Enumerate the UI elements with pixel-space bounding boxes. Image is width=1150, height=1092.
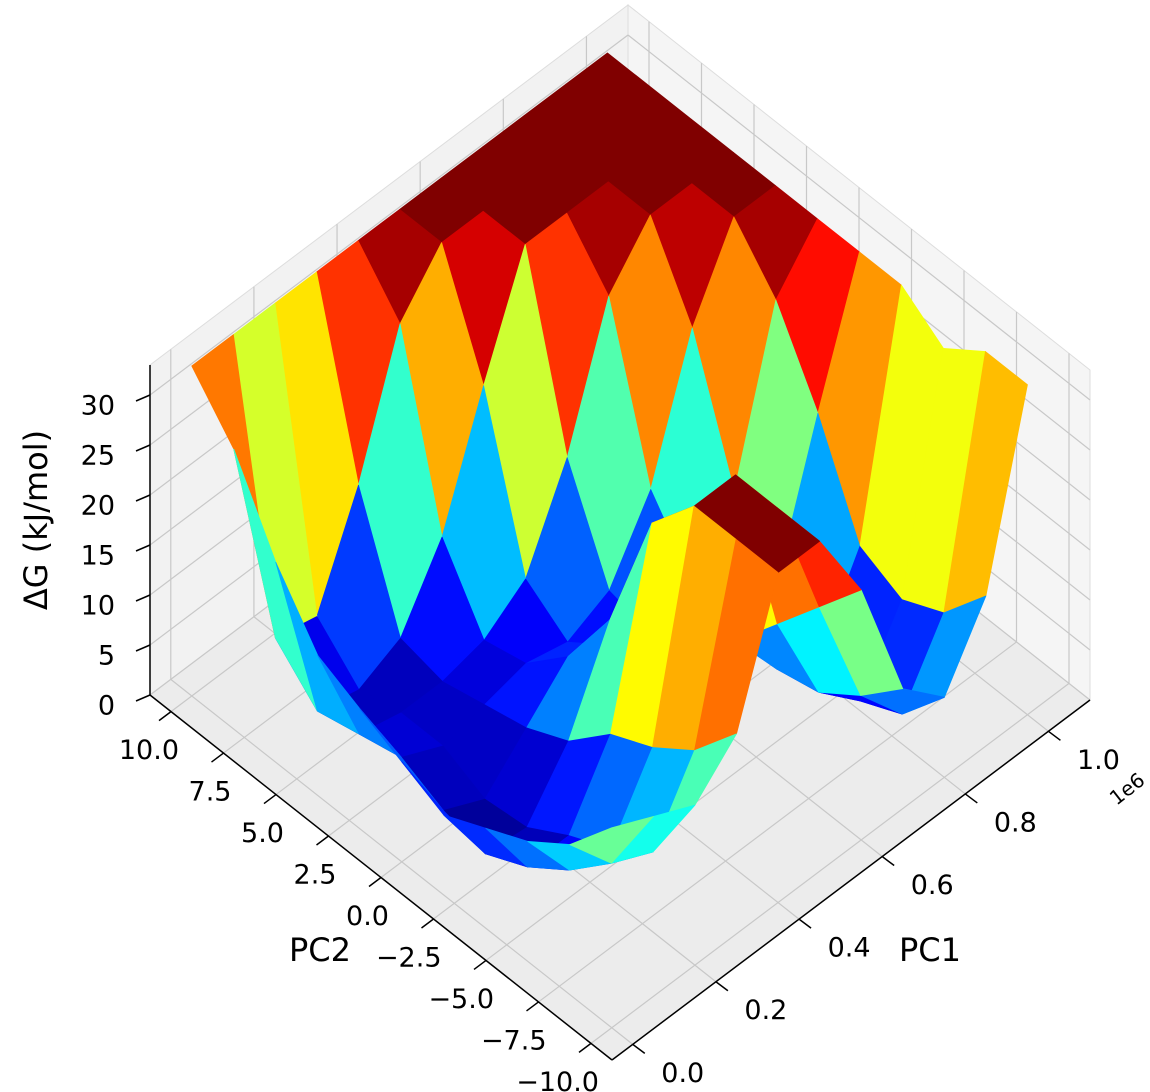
z-tick	[135, 694, 151, 702]
z-tick	[135, 644, 151, 652]
grid-line	[149, 34, 629, 396]
x-tick	[1047, 730, 1061, 741]
y-tick-label: −7.5	[481, 1025, 547, 1056]
axes: 0.0 0.2 0.4 0.6 0.8 1.0 −10.0 −7.5 −5.0 −2.5 0.0 2.…	[81, 365, 1120, 1092]
y-tick	[158, 710, 172, 722]
z-tick	[135, 544, 151, 552]
y-tick	[578, 1042, 592, 1054]
y-tick	[473, 959, 487, 971]
z-tick	[135, 394, 151, 402]
y-tick-label: −5.0	[428, 984, 494, 1015]
y-axis-label: PC2	[289, 931, 351, 969]
grid-line	[590, 682, 1070, 1044]
x-tick-label: 1.0	[1077, 745, 1120, 776]
x-tick-label: 0.0	[661, 1058, 704, 1089]
y-tick-label: 5.0	[241, 818, 284, 849]
surface	[191, 52, 1028, 871]
x-tick-label: 0.8	[994, 807, 1037, 838]
x-tick	[715, 981, 729, 992]
grid-line	[538, 641, 1017, 1003]
x-tick-label: 0.4	[828, 933, 871, 964]
x-tick	[632, 1043, 646, 1054]
y-tick-label: 10.0	[119, 735, 179, 766]
z-tick	[135, 594, 151, 602]
surface-patch	[569, 816, 654, 864]
z-tick	[135, 444, 151, 452]
y-tick	[316, 835, 329, 846]
x-tick	[964, 793, 978, 804]
y-tick	[368, 876, 382, 888]
z-axis-label: ΔG (kJ/mol)	[17, 430, 55, 610]
z-tick-label: 30	[81, 391, 115, 422]
z-tick-label: 15	[81, 541, 115, 572]
z-tick-label: 5	[98, 641, 115, 672]
x-tick	[881, 855, 895, 867]
y-tick-label: −10.0	[516, 1067, 599, 1092]
z-tick-label: 25	[81, 441, 115, 472]
y-tick	[421, 918, 434, 929]
y-tick	[526, 1001, 539, 1012]
y-tick	[211, 752, 224, 763]
grid-line	[627, 34, 1091, 401]
x-axis-label: PC1	[899, 931, 961, 969]
y-tick-label: 2.5	[294, 860, 337, 891]
y-tick-label: −2.5	[376, 942, 442, 973]
z-tick-label: 10	[81, 591, 115, 622]
y-tick-label: 7.5	[189, 777, 232, 808]
y-tick	[263, 793, 277, 805]
x-tick-label: 0.2	[744, 995, 787, 1026]
x-axis-line	[611, 699, 1091, 1061]
z-tick-label: 20	[81, 491, 115, 522]
z-tick-label: 0	[98, 691, 115, 722]
x-tick	[798, 918, 812, 929]
x-tick-label: 0.6	[911, 870, 954, 901]
z-tick	[135, 494, 151, 502]
y-tick-label: 0.0	[346, 901, 389, 932]
